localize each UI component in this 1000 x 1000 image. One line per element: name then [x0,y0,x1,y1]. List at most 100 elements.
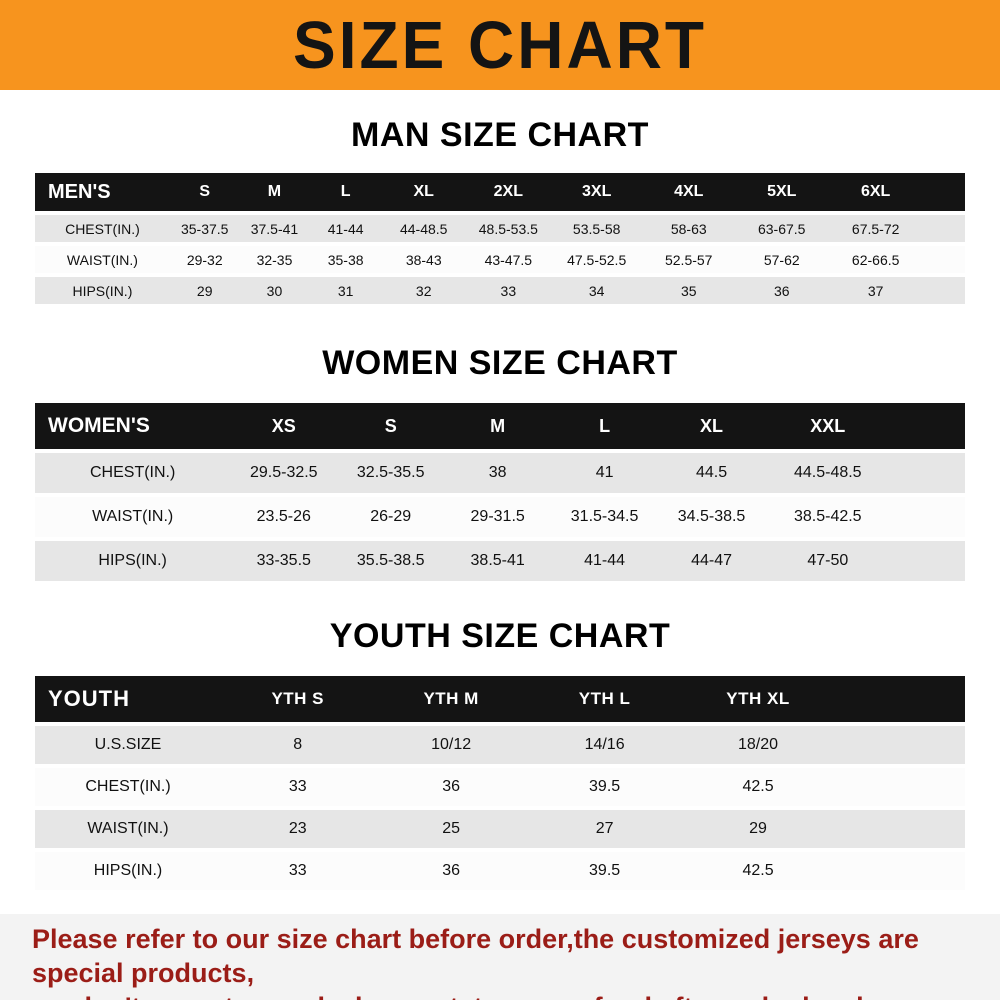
value-cell: 37 [828,277,924,304]
men-size-chart-section: MAN SIZE CHART MEN'S S M L XL 2XL 3XL 4XL 5XL 6XL… [0,116,1000,308]
row-label-cell: CHEST(IN.) [35,215,170,242]
table-row: CHEST(IN.) 29.5-32.5 32.5-35.5 38 41 44.5 44.5… [35,453,965,493]
table-row: U.S.SIZE 8 10/12 14/16 18/20 [35,726,965,764]
column-header-cell: 2XL [465,173,552,211]
value-cell: 29 [681,810,835,848]
value-cell: 33 [221,852,375,890]
pad-cell [923,173,965,211]
table-row: WAIST(IN.) 23.5-26 26-29 29-31.5 31.5-34.5 34… [35,497,965,537]
table-header-row: WOMEN'S XS S M L XL XXL [35,403,965,449]
value-cell: 44.5-48.5 [765,453,891,493]
value-cell: 37.5-41 [239,215,310,242]
pad-cell [834,852,965,890]
pad-cell [890,403,965,449]
row-label-cell: HIPS(IN.) [35,852,221,890]
column-header-cell: S [337,403,445,449]
youth-section-title: YOUTH SIZE CHART [329,617,671,655]
column-header-cell: S [169,173,240,211]
value-cell: 18/20 [681,726,835,764]
value-cell: 35 [642,277,736,304]
column-header-cell: XS [230,403,338,449]
value-cell: 48.5-53.5 [465,215,552,242]
row-label-cell: WAIST(IN.) [35,810,221,848]
value-cell: 41 [551,453,659,493]
value-cell: 29.5-32.5 [230,453,338,493]
value-cell: 33-35.5 [230,541,338,581]
value-cell: 44-47 [658,541,765,581]
value-cell: 32 [381,277,466,304]
pad-cell [923,277,965,304]
youth-size-table: YOUTH YTH S YTH M YTH L YTH XL U.S.SIZE 8 10/12… [35,672,965,894]
value-cell: 44-48.5 [381,215,466,242]
row-label-cell: U.S.SIZE [35,726,221,764]
banner-title: SIZE CHART [293,7,707,83]
value-cell: 34.5-38.5 [658,497,765,537]
value-cell: 35.5-38.5 [337,541,445,581]
column-header-cell: XL [381,173,466,211]
row-label-cell: CHEST(IN.) [35,768,221,806]
value-cell: 23.5-26 [230,497,338,537]
table-row: WAIST(IN.) 23 25 27 29 [35,810,965,848]
value-cell: 26-29 [337,497,445,537]
value-cell: 53.5-58 [551,215,643,242]
value-cell: 42.5 [681,852,835,890]
value-cell: 36 [374,768,528,806]
value-cell: 41-44 [309,215,382,242]
size-chart-banner: SIZE CHART [0,0,1000,90]
column-header-cell: L [551,403,659,449]
value-cell: 35-38 [309,246,382,273]
column-header-cell: L [309,173,382,211]
row-label-cell: WAIST(IN.) [35,246,170,273]
value-cell: 52.5-57 [642,246,736,273]
table-name-cell: YOUTH [35,676,221,722]
column-header-cell: M [239,173,310,211]
value-cell: 29-31.5 [444,497,552,537]
table-row: WAIST(IN.) 29-32 32-35 35-38 38-43 43-47.5 47.… [35,246,965,273]
value-cell: 25 [374,810,528,848]
column-header-cell: XXL [765,403,891,449]
pad-cell [890,453,965,493]
pad-cell [890,497,965,537]
women-size-table: WOMEN'S XS S M L XL XXL CHEST(IN.) 29.5-32.5 32.5… [35,399,965,585]
value-cell: 10/12 [374,726,528,764]
table-header-row: MEN'S S M L XL 2XL 3XL 4XL 5XL 6XL [35,173,965,211]
value-cell: 34 [551,277,643,304]
pad-cell [890,541,965,581]
value-cell: 39.5 [527,768,682,806]
value-cell: 39.5 [527,852,682,890]
value-cell: 41-44 [551,541,659,581]
value-cell: 35-37.5 [169,215,240,242]
women-size-chart-section: WOMEN SIZE CHART WOMEN'S XS S M L XL XXL CHEST(… [0,344,1000,585]
table-name-cell: WOMEN'S [35,403,231,449]
pad-cell [834,726,965,764]
column-header-cell: 4XL [642,173,736,211]
column-header-cell: XL [658,403,765,449]
value-cell: 36 [374,852,528,890]
table-row: HIPS(IN.) 29 30 31 32 33 34 35 36 37 [35,277,965,304]
row-label-cell: HIPS(IN.) [35,277,170,304]
value-cell: 44.5 [658,453,765,493]
value-cell: 32.5-35.5 [337,453,445,493]
value-cell: 38-43 [381,246,466,273]
value-cell: 29-32 [169,246,240,273]
pad-cell [923,215,965,242]
youth-size-chart-section: YOUTH SIZE CHART YOUTH YTH S YTH M YTH L YTH… [0,617,1000,894]
value-cell: 43-47.5 [465,246,552,273]
value-cell: 47-50 [765,541,891,581]
value-cell: 67.5-72 [828,215,924,242]
column-header-cell: YTH L [527,676,682,722]
value-cell: 42.5 [681,768,835,806]
pad-cell [834,676,965,722]
table-row: HIPS(IN.) 33 36 39.5 42.5 [35,852,965,890]
value-cell: 62-66.5 [828,246,924,273]
column-header-cell: YTH M [374,676,528,722]
table-row: CHEST(IN.) 33 36 39.5 42.5 [35,768,965,806]
value-cell: 29 [169,277,240,304]
table-header-row: YOUTH YTH S YTH M YTH L YTH XL [35,676,965,722]
value-cell: 58-63 [642,215,736,242]
table-row: CHEST(IN.) 35-37.5 37.5-41 41-44 44-48.5 48.5… [35,215,965,242]
disclaimer-line-2: we don't accept cancel, change, teturn o… [32,990,968,1000]
value-cell: 31.5-34.5 [551,497,659,537]
disclaimer-line-1: Please refer to our size chart before or… [32,924,919,988]
row-label-cell: CHEST(IN.) [35,453,231,493]
